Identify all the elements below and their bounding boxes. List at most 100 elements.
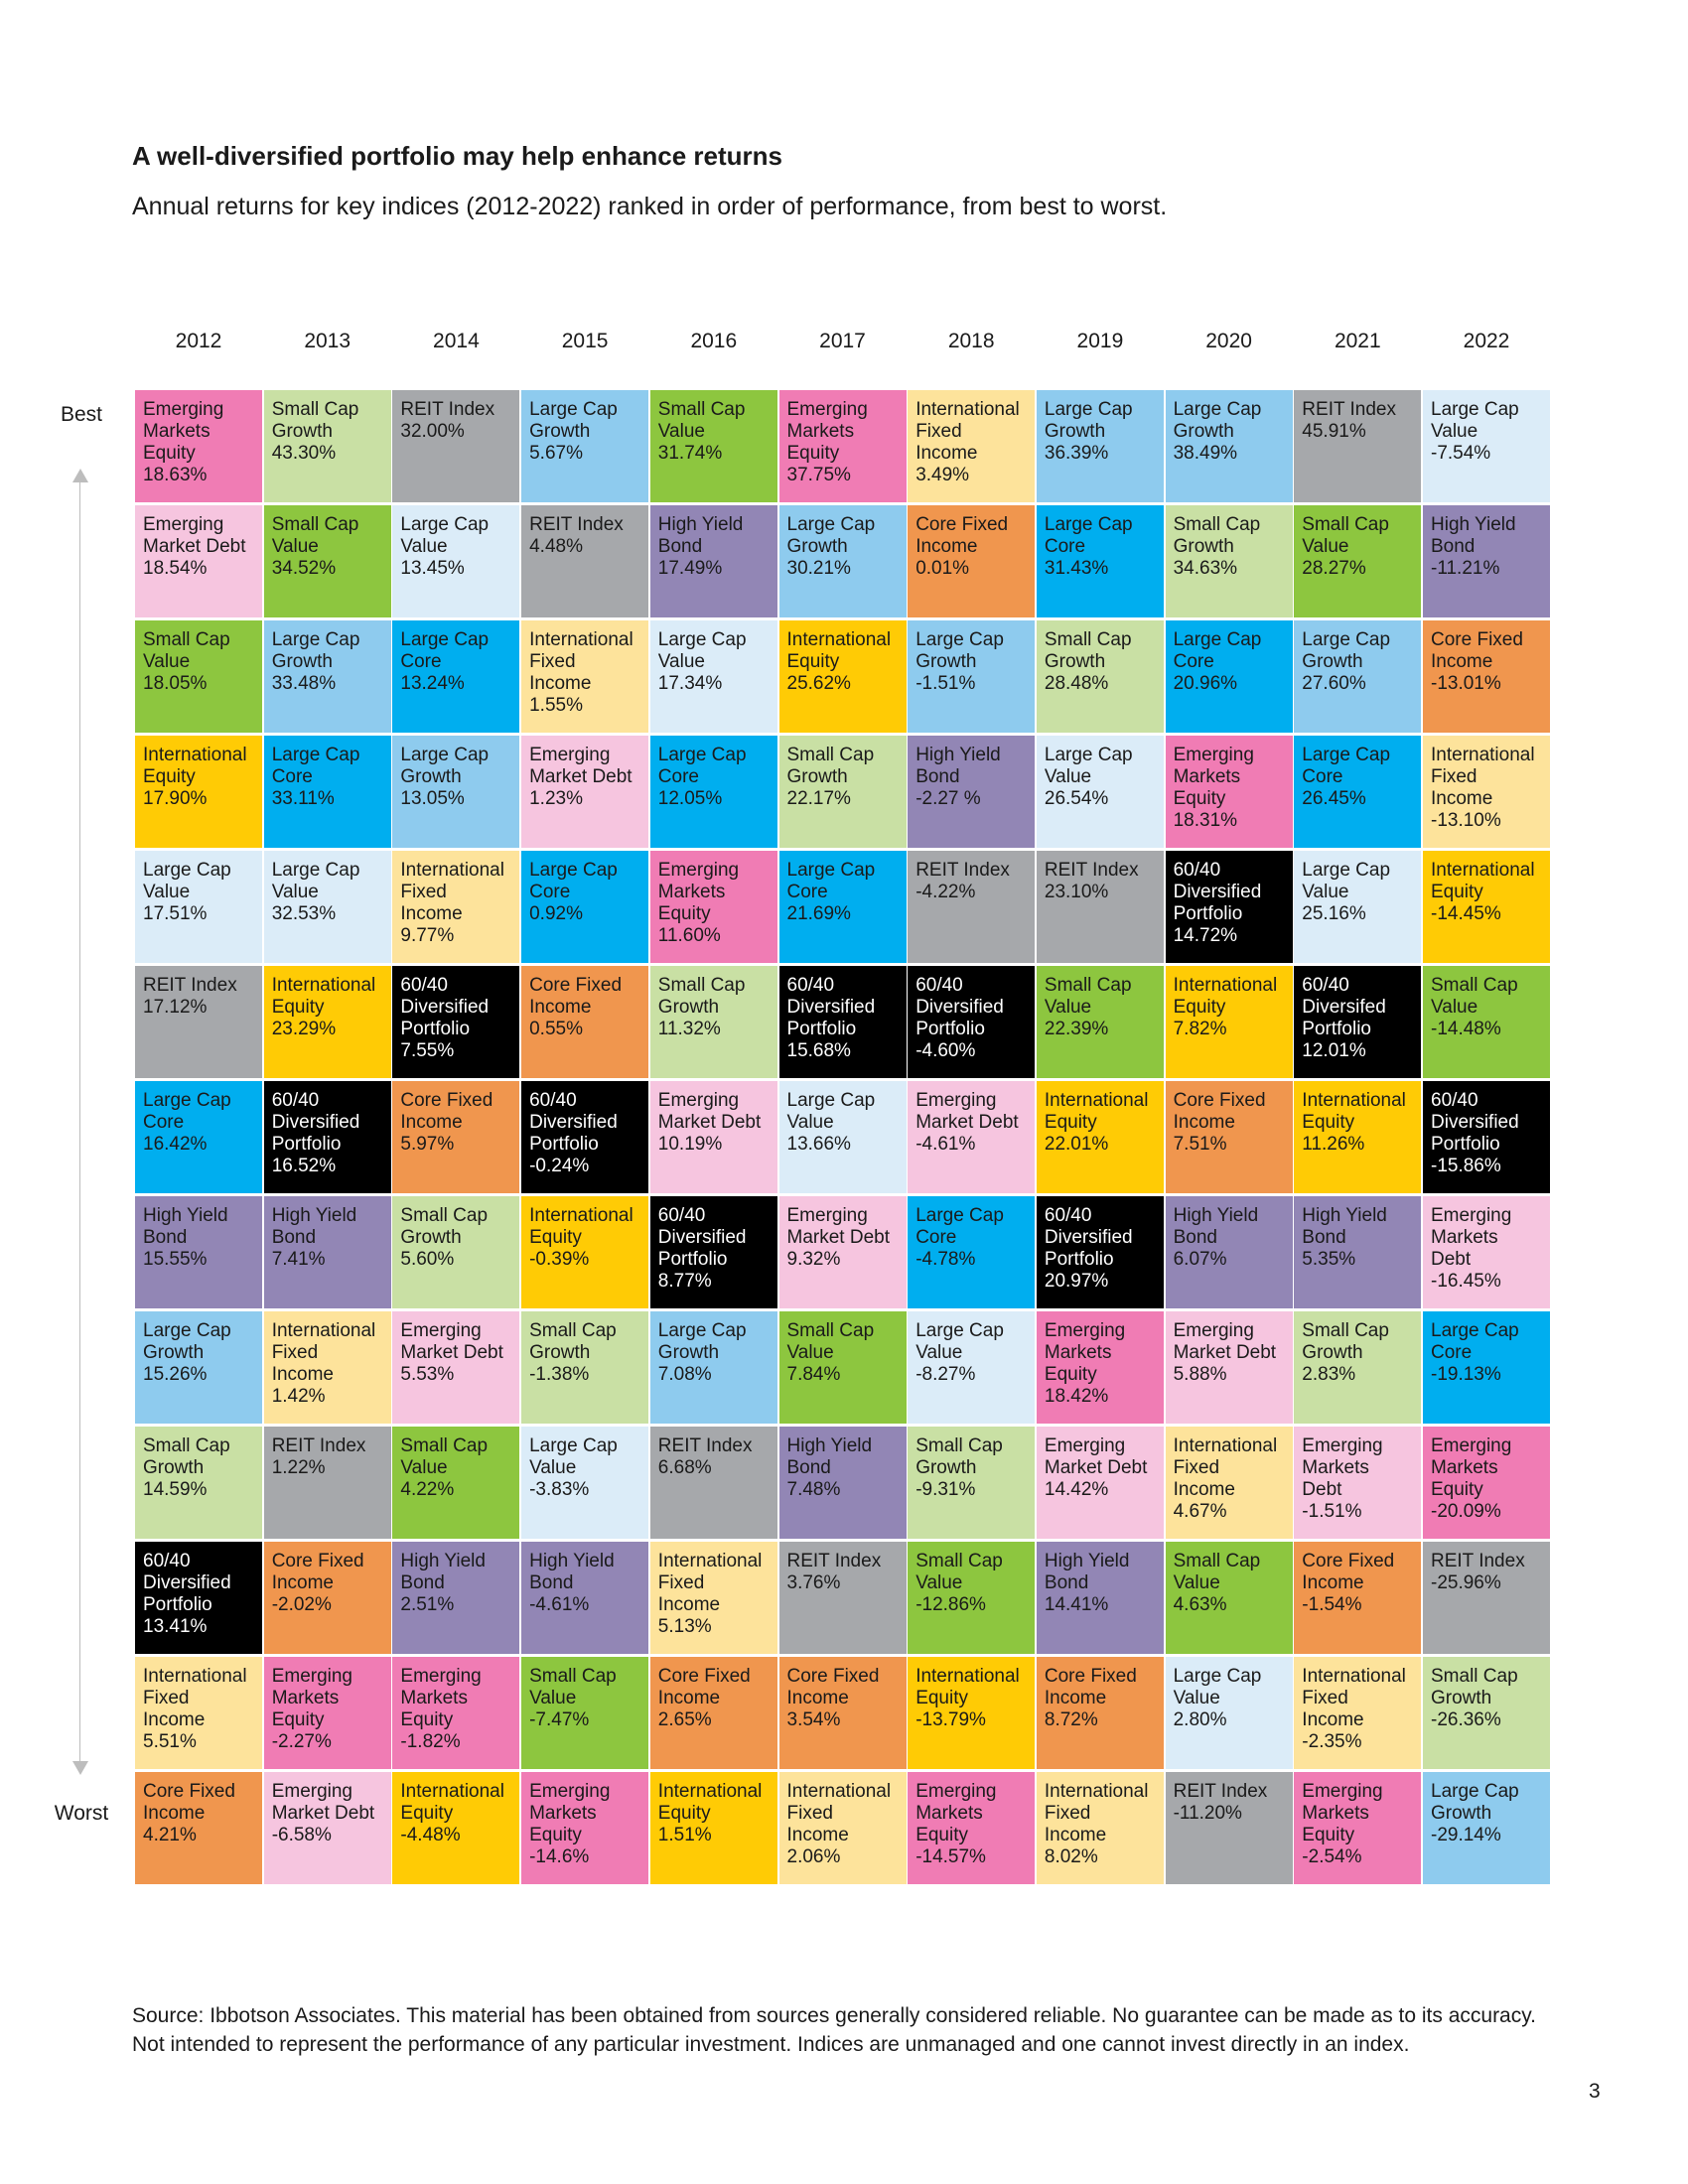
return-cell: REIT Index 32.00% xyxy=(392,390,520,502)
return-value: 16.52% xyxy=(271,1156,337,1176)
return-cell: Core Fixed Income 0.01% xyxy=(908,505,1036,617)
index-name: High Yield Bond xyxy=(1302,1205,1387,1248)
return-value: -1.38% xyxy=(529,1364,590,1385)
return-value: 5.51% xyxy=(143,1731,197,1752)
return-value: 34.52% xyxy=(271,558,337,579)
index-name: 60/40 Diversified Portfolio xyxy=(915,975,1004,1039)
return-cell: International Fixed Income 1.42% xyxy=(263,1311,391,1424)
return-value: -0.39% xyxy=(529,1249,590,1270)
return-value: 4.48% xyxy=(529,536,583,557)
index-name: 60/40 Diversifed Portfolio xyxy=(1302,975,1386,1039)
index-name: Emerging Market Debt xyxy=(400,1320,503,1363)
return-value: 13.41% xyxy=(143,1616,208,1637)
index-name: International Fixed Income xyxy=(143,1666,247,1730)
return-cell: International Fixed Income 8.02% xyxy=(1036,1772,1164,1884)
return-value: -13.01% xyxy=(1431,673,1501,694)
return-cell: International Fixed Income 4.67% xyxy=(1165,1427,1293,1539)
return-cell: International Fixed Income 5.51% xyxy=(135,1657,262,1769)
index-name: International Fixed Income xyxy=(529,629,633,694)
index-name: Emerging Market Debt xyxy=(786,1205,890,1248)
return-value: -0.24% xyxy=(529,1156,590,1176)
return-value: 3.54% xyxy=(786,1709,841,1730)
return-value: 18.05% xyxy=(143,673,208,694)
return-cell: Small Cap Value 22.39% xyxy=(1036,966,1164,1078)
index-name: Large Cap Growth xyxy=(1431,1781,1519,1824)
return-cell: Emerging Markets Equity -14.6% xyxy=(521,1772,649,1884)
index-name: REIT Index xyxy=(271,1435,366,1456)
index-name: High Yield Bond xyxy=(1173,1205,1259,1248)
return-cell: Emerging Markets Equity 18.63% xyxy=(135,390,262,502)
return-cell: Core Fixed Income 5.97% xyxy=(392,1081,520,1193)
return-cell: Core Fixed Income 7.51% xyxy=(1165,1081,1293,1193)
return-value: 33.11% xyxy=(271,788,335,809)
return-value: -1.82% xyxy=(400,1731,461,1752)
year-label: 2019 xyxy=(1076,330,1124,352)
index-name: Large Cap Core xyxy=(1044,514,1133,557)
index-name: Emerging Market Debt xyxy=(143,514,246,557)
return-cell: Large Cap Core 26.45% xyxy=(1294,736,1422,848)
return-value: -8.27% xyxy=(915,1364,976,1385)
return-cell: Small Cap Value 31.74% xyxy=(649,390,777,502)
return-value: 18.63% xyxy=(143,465,208,485)
rank-label-best: Best xyxy=(60,403,103,426)
index-name: 60/40 Diversified Portfolio xyxy=(529,1090,618,1155)
index-name: International Equity xyxy=(1173,975,1278,1018)
return-value: 17.34% xyxy=(657,673,723,694)
rank-axis-line xyxy=(79,475,80,1765)
return-value: 37.75% xyxy=(786,465,851,485)
return-cell: Small Cap Growth 14.59% xyxy=(135,1427,262,1539)
index-name: International Fixed Income xyxy=(1044,1781,1149,1845)
return-value: 13.05% xyxy=(400,788,465,809)
return-value: -1.51% xyxy=(1302,1501,1362,1522)
return-value: 23.10% xyxy=(1044,882,1109,902)
year-label: 2018 xyxy=(947,330,995,352)
return-cell: Emerging Markets Equity -20.09% xyxy=(1423,1427,1550,1539)
return-value: 25.16% xyxy=(1302,903,1366,924)
return-value: 23.29% xyxy=(271,1019,337,1039)
return-cell: International Equity -4.48% xyxy=(392,1772,520,1884)
return-cell: Large Cap Value 17.34% xyxy=(649,620,777,733)
return-cell: Small Cap Value 18.05% xyxy=(135,620,262,733)
chart-subtitle: Annual returns for key indices (2012-202… xyxy=(132,193,1168,220)
index-name: Emerging Markets Equity xyxy=(1173,745,1254,809)
index-name: REIT Index xyxy=(1302,399,1396,420)
index-name: International Fixed Income xyxy=(1173,1435,1278,1500)
return-value: -2.27% xyxy=(271,1731,332,1752)
return-cell: Emerging Market Debt 18.54% xyxy=(135,505,262,617)
return-cell: Emerging Markets Equity 37.75% xyxy=(778,390,907,502)
return-value: -4.22% xyxy=(915,882,976,902)
returns-grid: Emerging Markets Equity 18.63% Emerging Ma… xyxy=(135,390,1550,1887)
return-value: 7.41% xyxy=(271,1249,326,1270)
index-name: Large Cap Value xyxy=(915,1320,1004,1363)
return-cell: Large Cap Growth 15.26% xyxy=(135,1311,262,1424)
return-cell: 60/40 Diversifed Portfolio 12.01% xyxy=(1294,966,1422,1078)
index-name: Large Cap Core xyxy=(1173,629,1262,672)
year-label: 2012 xyxy=(175,330,222,352)
index-name: Emerging Markets Debt xyxy=(1431,1205,1512,1270)
return-value: 5.35% xyxy=(1302,1249,1356,1270)
index-name: Small Cap Growth xyxy=(1044,629,1132,672)
return-value: 7.48% xyxy=(786,1479,841,1500)
index-name: International Equity xyxy=(143,745,247,787)
return-cell: International Equity -13.79% xyxy=(908,1657,1036,1769)
return-cell: High Yield Bond 7.48% xyxy=(778,1427,907,1539)
return-value: 11.32% xyxy=(657,1019,721,1039)
return-value: 32.00% xyxy=(400,421,465,442)
index-name: Core Fixed Income xyxy=(529,975,623,1018)
return-value: -2.27 % xyxy=(915,788,981,809)
return-cell: Large Cap Value 25.16% xyxy=(1294,851,1422,963)
return-cell: Small Cap Growth 43.30% xyxy=(263,390,391,502)
return-cell: International Equity 22.01% xyxy=(1036,1081,1164,1193)
return-value: 13.24% xyxy=(400,673,465,694)
index-name: Emerging Markets Equity xyxy=(1302,1781,1383,1845)
return-value: 22.01% xyxy=(1044,1134,1109,1155)
index-name: Core Fixed Income xyxy=(400,1090,493,1133)
return-cell: High Yield Bond -2.27 % xyxy=(908,736,1036,848)
return-cell: Large Cap Core 31.43% xyxy=(1036,505,1164,617)
index-name: 60/40 Diversified Portfolio xyxy=(657,1205,747,1270)
index-name: Core Fixed Income xyxy=(1173,1090,1266,1133)
return-cell: Small Cap Value -12.86% xyxy=(908,1542,1036,1654)
return-cell: Small Cap Value 4.63% xyxy=(1165,1542,1293,1654)
index-name: Small Cap Value xyxy=(915,1551,1003,1593)
return-value: -14.57% xyxy=(915,1846,986,1867)
